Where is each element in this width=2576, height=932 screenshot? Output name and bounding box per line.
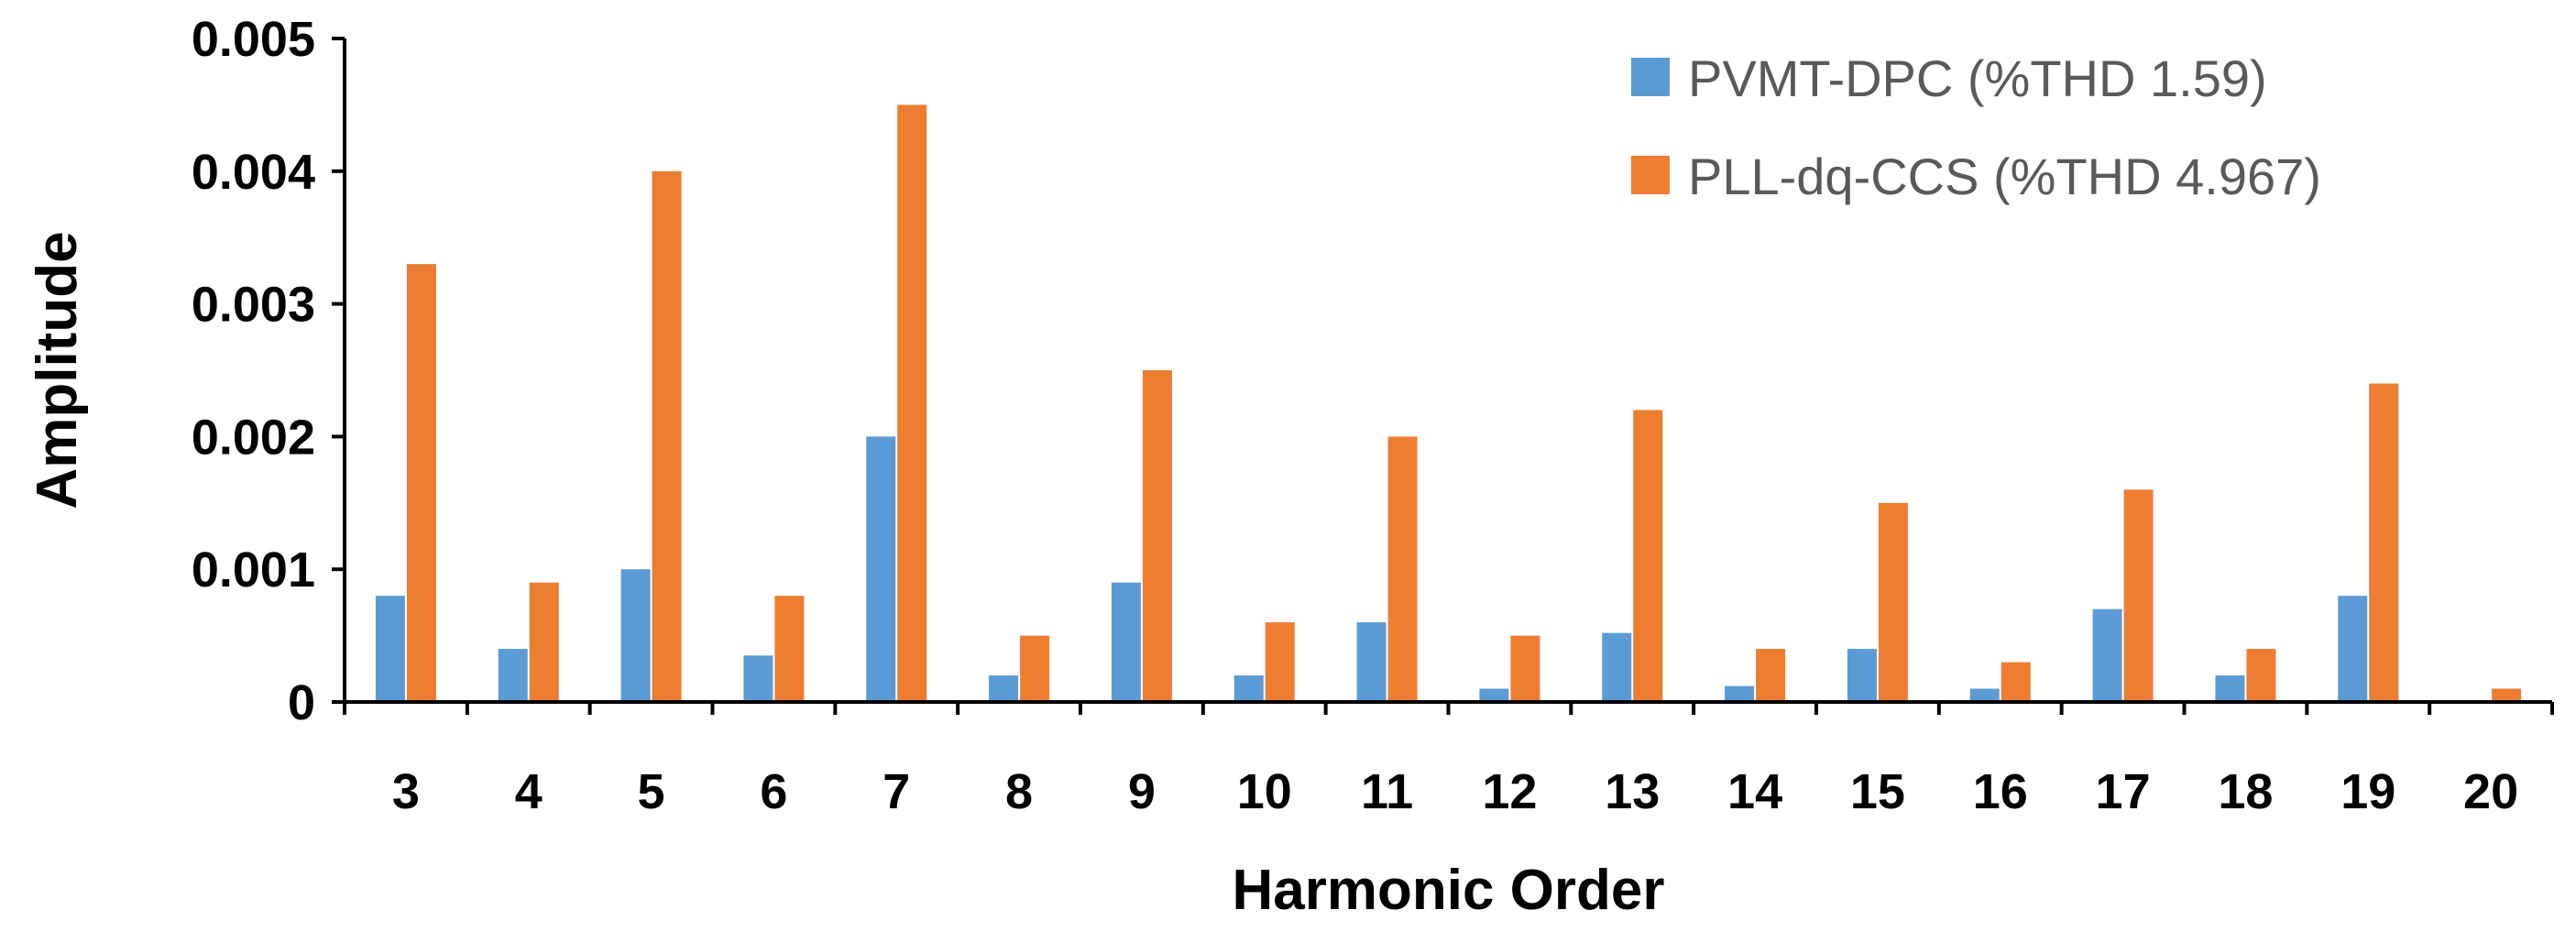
legend: PVMT-DPC (%THD 1.59) PLL-dq-CCS (%THD 4.… [1631, 49, 2321, 205]
bar-series-1-20 [2492, 688, 2522, 702]
x-tick-label: 4 [515, 764, 543, 819]
bar-series-0-8 [989, 675, 1019, 702]
bar-series-1-12 [1510, 635, 1540, 702]
bar-series-1-6 [774, 596, 805, 702]
bar-series-0-15 [1847, 649, 1877, 702]
legend-swatch-pll-dq-ccs [1631, 156, 1670, 194]
bar-series-1-19 [2369, 383, 2399, 702]
x-tick-label: 5 [638, 764, 665, 819]
bar-series-1-16 [2001, 662, 2031, 702]
x-tick-label: 14 [1727, 764, 1782, 819]
x-tick-label: 6 [760, 764, 787, 819]
bar-series-1-4 [529, 582, 559, 702]
x-tick-label: 15 [1850, 764, 1905, 819]
x-tick-label: 9 [1128, 764, 1156, 819]
bar-series-0-7 [866, 436, 896, 702]
bar-series-1-17 [2123, 489, 2154, 702]
bar-series-0-16 [1969, 688, 2000, 702]
bar-series-1-8 [1020, 635, 1050, 702]
bar-series-0-6 [743, 655, 773, 702]
bars-layer [375, 104, 2522, 703]
x-tick-label: 3 [392, 764, 420, 819]
bar-series-1-18 [2246, 649, 2276, 702]
bar-series-1-9 [1142, 370, 1172, 702]
y-tick-label: 0.002 [192, 410, 315, 465]
x-tick-label: 16 [1973, 764, 2028, 819]
y-tick-label: 0.001 [192, 543, 315, 598]
x-ticks: 3 4 5 6 7 8 9 10 11 12 13 14 15 16 17 18 19 20 [343, 702, 2554, 819]
x-tick-label: 13 [1605, 764, 1660, 819]
bar-series-0-10 [1233, 675, 1264, 702]
bar-series-1-15 [1878, 502, 1908, 702]
bar-series-0-18 [2215, 675, 2245, 702]
bar-series-0-13 [1602, 632, 1632, 702]
x-axis-title: Harmonic Order [1232, 859, 1664, 922]
bar-series-1-14 [1756, 649, 1786, 702]
x-tick-label: 17 [2096, 764, 2151, 819]
y-tick-label: 0.005 [192, 12, 315, 67]
y-axis-title: Amplitude [26, 231, 89, 509]
bar-series-0-4 [498, 649, 528, 702]
x-tick-label: 18 [2218, 764, 2273, 819]
legend-label-pvmt-dpc: PVMT-DPC (%THD 1.59) [1688, 49, 2267, 107]
x-tick-label: 8 [1005, 764, 1033, 819]
bar-series-1-5 [652, 170, 682, 703]
bar-series-1-10 [1265, 622, 1295, 702]
bar-series-1-3 [406, 264, 436, 702]
bar-series-0-19 [2338, 596, 2368, 702]
bar-series-0-14 [1725, 685, 1755, 702]
x-tick-label: 20 [2463, 764, 2518, 819]
bar-series-0-12 [1479, 688, 1509, 702]
bar-series-0-3 [375, 596, 405, 702]
bar-series-0-9 [1111, 582, 1141, 702]
bar-series-0-11 [1356, 622, 1387, 702]
y-ticks: 0 0.001 0.002 0.003 0.004 0.005 [192, 12, 345, 730]
y-tick-label: 0.003 [192, 278, 315, 333]
x-tick-label: 19 [2340, 764, 2395, 819]
y-tick-label: 0.004 [192, 145, 315, 200]
x-tick-label: 11 [1361, 764, 1413, 819]
x-tick-label: 10 [1237, 764, 1292, 819]
x-tick-label: 7 [882, 764, 910, 819]
bar-series-0-5 [620, 569, 651, 702]
bar-series-1-11 [1387, 436, 1418, 702]
bar-series-0-17 [2092, 609, 2122, 702]
bar-series-1-13 [1633, 410, 1663, 702]
y-tick-label: 0 [288, 675, 315, 730]
x-tick-label: 12 [1482, 764, 1537, 819]
legend-label-pll-dq-ccs: PLL-dq-CCS (%THD 4.967) [1688, 148, 2321, 205]
legend-swatch-pvmt-dpc [1631, 58, 1670, 96]
bar-series-1-7 [897, 104, 927, 702]
